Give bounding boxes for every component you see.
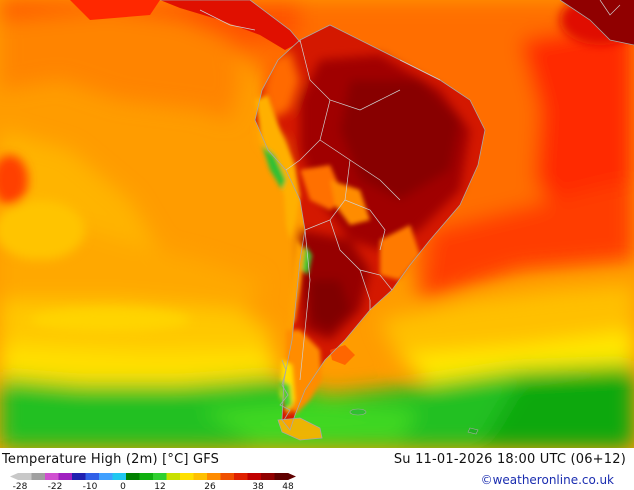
- legend-swatch: [31, 473, 46, 480]
- legend-swatch: [139, 473, 154, 480]
- legend-min-arrow: [10, 473, 18, 480]
- legend-tick-label: 26: [204, 482, 216, 490]
- temperature-map: [0, 0, 634, 448]
- legend-swatch: [112, 473, 127, 480]
- forecast-datetime: Su 11-01-2026 18:00 UTC (06+12): [393, 452, 626, 467]
- legend-swatch: [126, 473, 140, 480]
- legend-swatch: [247, 473, 262, 480]
- falkland-islands: [349, 408, 367, 416]
- country-borders: [199, 0, 621, 381]
- legend-swatch: [274, 473, 289, 480]
- legend-swatch: [72, 473, 86, 480]
- south-georgia: [467, 427, 479, 435]
- ocean-warm-patches: [0, 0, 634, 332]
- legend-swatch: [234, 473, 248, 480]
- legend-tick-label: 48: [282, 482, 294, 490]
- legend-swatch: [166, 473, 181, 480]
- legend-tick-label: -22: [48, 482, 63, 490]
- legend-tick-label: 0: [120, 482, 126, 490]
- legend-swatch: [261, 473, 275, 480]
- legend-swatch: [45, 473, 59, 480]
- legend-swatch: [153, 473, 167, 480]
- south-america-landmass: [255, 25, 485, 440]
- legend-swatch: [180, 473, 194, 480]
- legend-swatch: [207, 473, 221, 480]
- legend-tick-label: 12: [154, 482, 165, 490]
- ocean-temperature-field: [0, 0, 634, 448]
- legend-swatch: [99, 473, 113, 480]
- legend-tick-label: 38: [252, 482, 264, 490]
- legend-swatch: [18, 473, 32, 480]
- legend-max-arrow: [288, 473, 296, 480]
- legend-tick-label: -10: [83, 482, 98, 490]
- map-title: Temperature High (2m) [°C] GFS: [2, 452, 220, 467]
- color-legend: -28 -22 -10 0 12 26 38 48: [10, 473, 296, 490]
- legend-swatch: [193, 473, 208, 480]
- map-footer: Temperature High (2m) [°C] GFS Su 11-01-…: [0, 448, 634, 490]
- legend-swatch: [58, 473, 73, 480]
- central-america: [70, 0, 634, 50]
- legend-tick-label: -28: [13, 482, 28, 490]
- legend-swatch: [85, 473, 100, 480]
- legend-swatch: [220, 473, 235, 480]
- source-credit[interactable]: ©weatheronline.co.uk: [480, 473, 614, 487]
